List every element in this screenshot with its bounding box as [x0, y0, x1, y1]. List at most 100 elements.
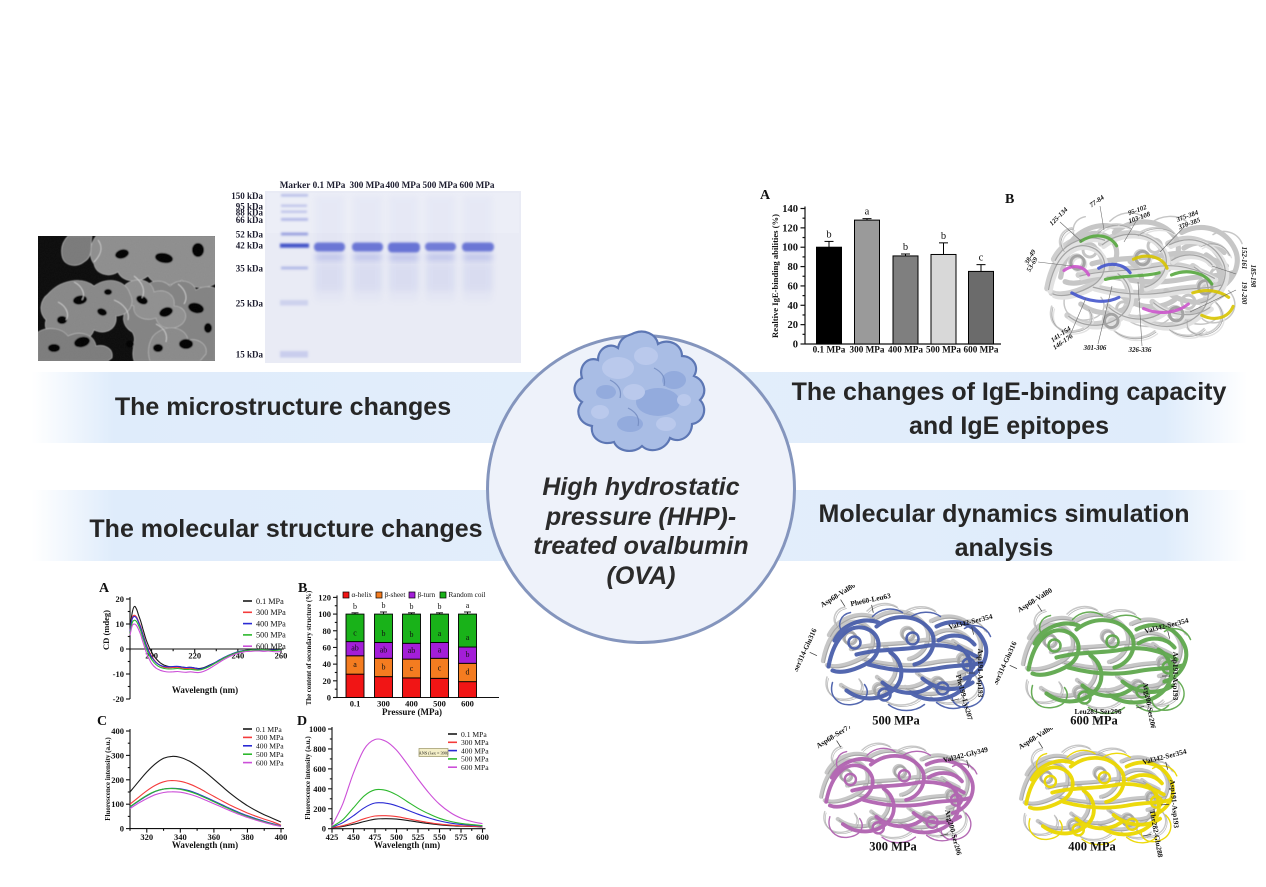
- sig-letter: a: [865, 207, 870, 218]
- leader-line: [1067, 297, 1087, 341]
- residue-label: Asp68-Val80: [1016, 588, 1055, 614]
- y-tick-label: 20: [116, 594, 125, 604]
- bar-0.1MPa: [816, 246, 842, 345]
- legend-label: 0.1 MPa: [461, 730, 487, 739]
- loop-path: [866, 747, 896, 756]
- residue-label: Phe60-Leu63: [850, 591, 892, 608]
- ribbon-path: [1061, 798, 1172, 810]
- epitope-label: 152-161: [1240, 247, 1247, 270]
- bar-300MPa: [854, 219, 880, 345]
- loop-path: [1051, 307, 1093, 333]
- legend-label: 400 MPa: [461, 746, 489, 755]
- residue-label: Ser314-Glu316: [795, 627, 819, 673]
- residue-label: Asp68-Val80: [1017, 728, 1056, 751]
- loop-path: [1030, 747, 1043, 768]
- leader-line: [971, 626, 975, 635]
- banner-molecular-structure: The molecular structure changes: [89, 515, 483, 543]
- segment-α-helix: [345, 673, 365, 698]
- loop-path: [904, 607, 937, 615]
- loop-path: [1137, 228, 1175, 237]
- y-tick-label: 0: [322, 824, 326, 834]
- ribbon-path: [1018, 760, 1070, 806]
- loop-path: [1072, 215, 1087, 240]
- helix-coil: [877, 687, 892, 702]
- loop-path: [881, 836, 917, 844]
- ribbon-path: [1074, 618, 1136, 670]
- legend-label: 400 MPa: [256, 742, 284, 751]
- epitope-patch: [1097, 262, 1132, 275]
- gel-mw-labels: 150 kDa 95 kDa 88 kDa 66 kDa 52 kDa 42 k…: [231, 191, 263, 360]
- loop-path: [1063, 294, 1105, 321]
- gel-lane-headers: Marker 0.1 MPa 300 MPa 400 MPa 500 MPa 6…: [280, 180, 495, 190]
- y-axis-label: Realtive IgE-binding abilities (%): [770, 214, 780, 338]
- loop-path: [1149, 215, 1187, 225]
- loop-path: [1116, 333, 1159, 342]
- ans-fluorescence-chart: 0 200 400 600 800 1000 425 450 475 500 525 550 575 60…: [304, 724, 489, 850]
- helix-coil: [843, 772, 858, 787]
- leader-line: [1137, 281, 1143, 347]
- loop-path: [1052, 308, 1094, 335]
- series-300MPa: [331, 815, 483, 829]
- ribbon-path: [1168, 239, 1230, 308]
- ribbon-path: [850, 780, 966, 795]
- leader-line: [1143, 834, 1152, 837]
- epitope-label: 185-198: [1249, 265, 1256, 288]
- segment-letter: c: [410, 664, 414, 673]
- gel-mw-label: 150 kDa: [231, 191, 263, 201]
- ribbon-path: [1026, 615, 1076, 641]
- ribbon-path: [1068, 273, 1131, 326]
- loop-path: [871, 608, 904, 618]
- error-bar: [939, 242, 948, 255]
- ribbon-path: [1168, 239, 1226, 304]
- axes: [328, 727, 486, 833]
- loop-path: [896, 747, 927, 754]
- helix-coil: [1039, 770, 1054, 785]
- loop-path: [1063, 746, 1092, 754]
- loop-path: [835, 608, 847, 629]
- top-letter: b: [382, 601, 386, 610]
- banner-ige-line1: The changes of IgE-binding capacity: [791, 378, 1227, 406]
- loop-path: [1125, 836, 1158, 844]
- ribbon-path: [859, 793, 967, 803]
- epitope-label: 191-200: [1240, 282, 1247, 305]
- leader-line: [1097, 285, 1113, 345]
- gel-mw-label: 15 kDa: [236, 350, 264, 360]
- ribbon-path: [1124, 760, 1175, 817]
- y-tick-label: 10: [116, 619, 125, 629]
- error-bar: [901, 253, 910, 256]
- leader-line: [951, 698, 960, 702]
- ribbon-path: [1068, 756, 1126, 804]
- bar-600MPa: [968, 270, 994, 345]
- ribbon-layer: [1047, 224, 1231, 340]
- legend: 0.1 MPa 300 MPa 400 MPa 500 MPa 600 MPa: [243, 597, 286, 651]
- loop-path: [828, 815, 863, 839]
- annotation-text: ANS (λex = 390): [419, 750, 449, 755]
- gel-mw-label: 35 kDa: [236, 264, 264, 274]
- legend-swatch: [408, 591, 416, 599]
- loop-path: [1077, 835, 1113, 842]
- epitope-patch: [1062, 265, 1091, 277]
- y-tick-label: 800: [313, 744, 326, 754]
- panel-letter-cd: A: [99, 581, 110, 596]
- md-caption-400: 400 MPa: [1068, 839, 1116, 854]
- y-tick-label: 100: [111, 799, 124, 809]
- banner-md-line1: Molecular dynamics simulation: [818, 500, 1190, 528]
- ribbon-path: [1026, 628, 1081, 677]
- leader-line: [809, 651, 818, 656]
- x-axis-label: Wavelength (nm): [172, 840, 238, 850]
- loop-path: [1030, 684, 1068, 709]
- ribbon-path: [1029, 759, 1075, 782]
- segment-letter: ab: [408, 646, 416, 655]
- ribbon-path: [1054, 237, 1109, 265]
- loop-path: [1097, 224, 1132, 234]
- ribbon-path: [863, 657, 980, 668]
- x-category-label: 300: [377, 699, 390, 709]
- helix-coil: [847, 635, 862, 650]
- error-bar: [436, 612, 443, 615]
- bar-400MPa: [892, 255, 919, 345]
- loop-path: [1087, 706, 1126, 715]
- loop-path: [1212, 230, 1243, 245]
- ribbon-path: [1024, 753, 1070, 777]
- ribbon-path: [874, 814, 923, 829]
